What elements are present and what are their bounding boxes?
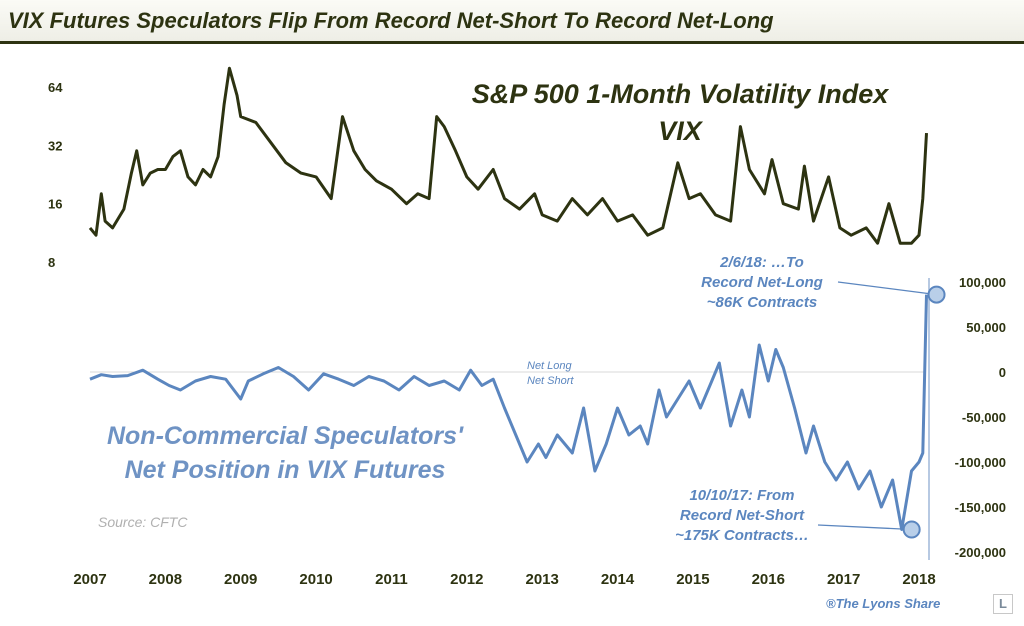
logo-icon: L — [993, 594, 1013, 614]
vix-y-tick: 16 — [48, 197, 62, 212]
x-tick: 2018 — [902, 571, 935, 588]
spec-y-tick: 50,000 — [966, 320, 1006, 335]
spec-title-line-1: Non-Commercial Speculators' — [107, 422, 464, 450]
annotation-marker — [902, 520, 921, 539]
x-tick: 2011 — [375, 571, 408, 588]
x-tick: 2010 — [299, 571, 332, 588]
annotation-text: Record Net-Short — [680, 507, 805, 524]
annotation-marker — [927, 285, 946, 304]
page-title: VIX Futures Speculators Flip From Record… — [8, 8, 774, 33]
spec-y-tick: -200,000 — [955, 545, 1006, 560]
annotation-text: ~86K Contracts — [707, 294, 817, 311]
x-tick: 2016 — [752, 571, 785, 588]
annotation-leader — [837, 281, 937, 296]
x-tick: 2015 — [676, 571, 709, 588]
vix-axis-ticks: 64 32 16 8 — [48, 80, 63, 270]
annotation-text: Record Net-Long — [701, 274, 823, 291]
vix-chart-subtitle: VIX — [658, 116, 704, 146]
spec-axis-ticks: 100,000 50,000 0 -50,000 -100,000 -150,000 -20… — [955, 275, 1006, 560]
net-short-label: Net Short — [527, 375, 574, 387]
x-tick: 2017 — [827, 571, 860, 588]
annotation-text: 2/6/18: …To — [719, 254, 804, 271]
spec-y-tick: -150,000 — [955, 500, 1006, 515]
x-tick: 2007 — [73, 571, 106, 588]
annotation-text: ~175K Contracts… — [675, 527, 809, 544]
spec-y-tick: -50,000 — [962, 410, 1006, 425]
x-tick: 2008 — [149, 571, 182, 588]
vix-y-tick: 32 — [48, 138, 62, 153]
spec-series-line — [89, 294, 928, 531]
spec-title-line-2: Net Position in VIX Futures — [125, 456, 446, 484]
x-axis-ticks: 2007 2008 2009 2010 2011 2012 2013 2014 2015 2016… — [73, 571, 935, 588]
vix-y-tick: 8 — [48, 255, 55, 270]
annotations: 2/6/18: …To Record Net-Long ~86K Contracts… — [675, 254, 946, 544]
spec-y-tick: -100,000 — [955, 455, 1006, 470]
source-note: Source: CFTC — [98, 514, 188, 530]
annotation-text: 10/10/17: From — [689, 487, 794, 504]
title-bar: VIX Futures Speculators Flip From Record… — [0, 0, 1024, 44]
net-long-label: Net Long — [527, 360, 573, 372]
vix-series-line — [88, 66, 928, 245]
spec-y-tick: 100,000 — [959, 275, 1006, 290]
x-tick: 2014 — [601, 571, 635, 588]
spec-y-tick: 0 — [999, 365, 1006, 380]
vix-y-tick: 64 — [48, 80, 63, 95]
x-tick: 2013 — [525, 571, 558, 588]
vix-chart-title: S&P 500 1-Month Volatility Index — [472, 79, 890, 109]
x-tick: 2009 — [224, 571, 257, 588]
credit-text: ®The Lyons Share — [826, 596, 941, 611]
annotation-leader — [817, 524, 912, 531]
x-tick: 2012 — [450, 571, 483, 588]
